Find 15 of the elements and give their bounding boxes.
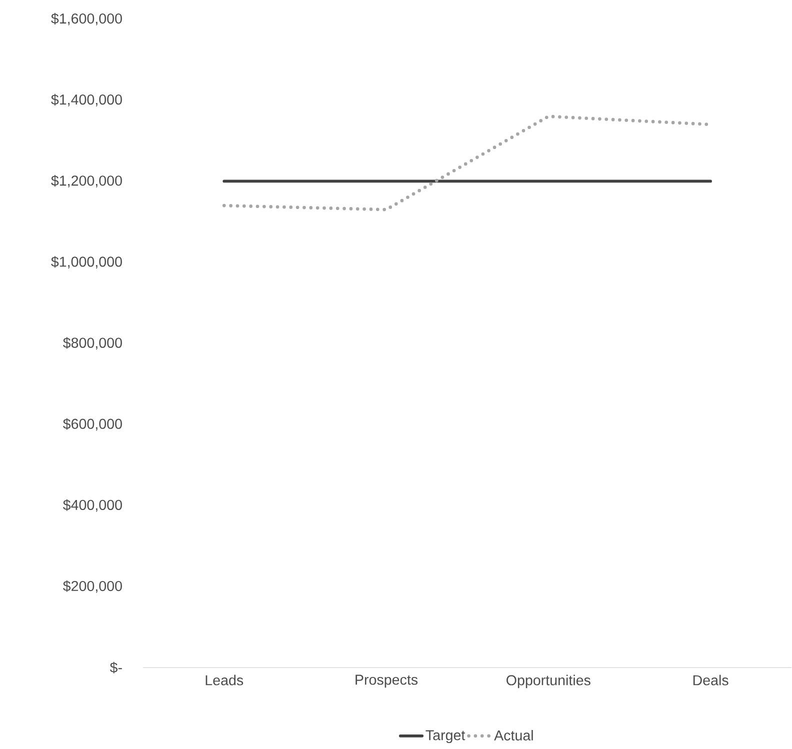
y-tick-label: $600,000 — [63, 418, 122, 431]
x-tick-label: Deals — [693, 674, 728, 686]
x-tick-label: Prospects — [356, 674, 418, 688]
y-tick-label: $1,600,000 — [51, 13, 122, 26]
y-tick-label: $1,200,000 — [51, 175, 122, 188]
x-tick-label: Leads — [206, 674, 244, 686]
legend-label: Target — [426, 730, 466, 744]
y-tick-label: $200,000 — [63, 580, 122, 593]
y-tick-label: $400,000 — [63, 499, 122, 512]
y-tick-label: $1,000,000 — [51, 256, 122, 269]
y-tick-label: $1,400,000 — [51, 94, 122, 106]
y-tick-label: $800,000 — [63, 337, 122, 350]
legend-label: Actual — [494, 730, 533, 741]
y-tick-label: $- — [110, 662, 122, 674]
x-tick-label: Opportunities — [506, 674, 590, 688]
